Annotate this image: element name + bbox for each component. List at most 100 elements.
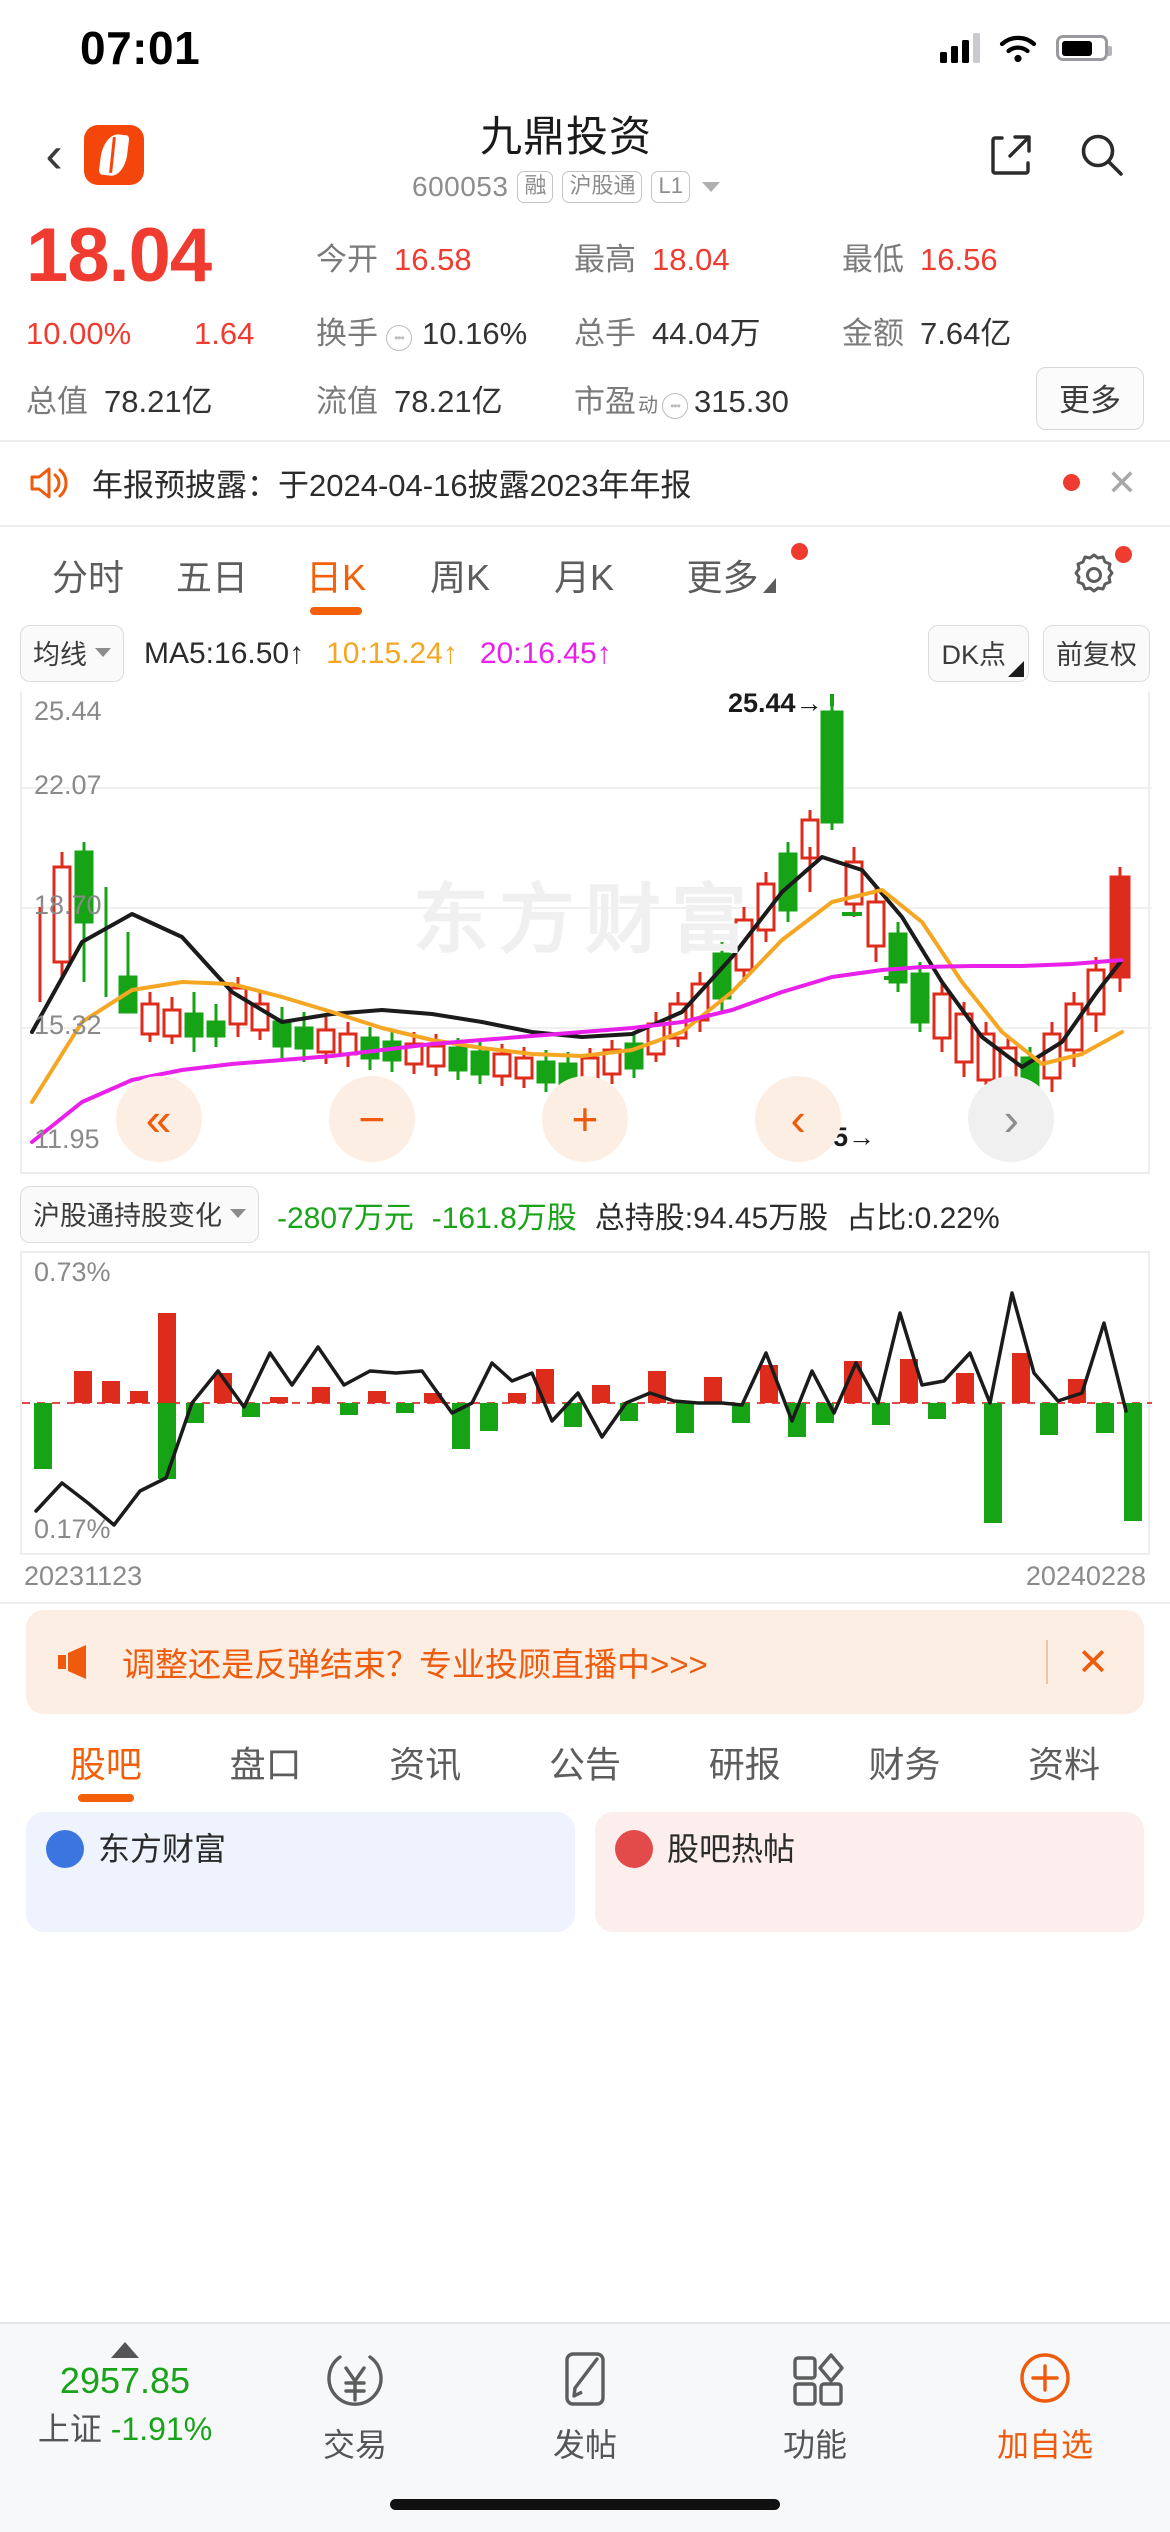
divider: [1046, 1640, 1048, 1684]
index-summary: 上证 -1.91%: [38, 2404, 212, 2450]
share-icon[interactable]: [988, 132, 1034, 178]
app-header: ‹ 九鼎投资 600053 融 沪股通 L1: [0, 96, 1170, 212]
tab-ziliao[interactable]: 资料: [1028, 1744, 1101, 1785]
tab-wuri[interactable]: 五日: [175, 557, 248, 598]
field-turnover[interactable]: 换手 10.16%: [316, 308, 574, 353]
field-pe-sup: 动: [638, 395, 658, 417]
toolbar-post[interactable]: 发帖: [470, 2342, 700, 2466]
scroll-right-button[interactable]: ›: [968, 1076, 1055, 1162]
sub-value-money: -2807万元: [277, 1201, 414, 1235]
ma-selector[interactable]: 均线: [20, 625, 124, 682]
expand-corner-icon: [762, 578, 776, 593]
field-low-value: 16.56: [920, 241, 998, 277]
field-low: 最低 16.56: [842, 234, 998, 279]
announcement-bar[interactable]: 年报预披露：于2024-04-16披露2023年年报 ✕: [0, 442, 1170, 525]
back-button[interactable]: ‹: [45, 126, 63, 184]
ma-indicator-bar: 均线 MA5:16.50↑ 10:15.24↑ 20:16.45↑ DK点 前复…: [0, 617, 1170, 692]
quote-row-tertiary: 总值 78.21亿 流值 78.21亿 市盈 动 315.30 更多: [26, 367, 1144, 430]
close-icon[interactable]: ✕: [1106, 461, 1138, 503]
toolbar-add-label: 加自选: [996, 2427, 1093, 2463]
promo-banner[interactable]: 调整还是反弹结束？专业投顾直播中>>> ✕: [26, 1610, 1144, 1714]
avatar: [615, 1830, 653, 1868]
quote-panel: 18.04 今开 16.58 最高 18.04 最低 16.56 10.00%: [0, 212, 1170, 440]
change-amount: 1.64: [194, 316, 255, 351]
tab-more-label: 更多: [686, 557, 759, 598]
toolbar-function-label: 功能: [782, 2427, 847, 2463]
info-icon[interactable]: [662, 393, 688, 419]
toolbar-function[interactable]: 功能: [700, 2342, 930, 2466]
tab-more[interactable]: 更多: [646, 543, 816, 611]
content-tab-bar: 股吧 盘口 资讯 公告 研报 财务 资料: [0, 1714, 1170, 1802]
field-marketcap: 总值 78.21亿: [26, 376, 316, 421]
field-low-label: 最低: [842, 241, 904, 277]
status-bar: 07:01: [0, 0, 1170, 96]
zoom-out-button[interactable]: −: [328, 1076, 415, 1162]
scroll-left-button[interactable]: ‹: [755, 1076, 842, 1162]
y-axis-label-1: 22.07: [34, 770, 102, 800]
current-price: 18.04: [26, 213, 212, 298]
header-actions: [988, 131, 1126, 179]
field-marketcap-value: 78.21亿: [104, 384, 213, 419]
date-end: 20240228: [1025, 1561, 1146, 1591]
dk-point-button[interactable]: DK点: [928, 625, 1029, 682]
promo-text: 调整还是反弹结束？专业投顾直播中>>>: [122, 1646, 708, 1683]
triangle-up-icon: [110, 2342, 139, 2358]
eastmoney-logo-icon: [84, 125, 144, 185]
toolbar-post-label: 发帖: [552, 2427, 617, 2463]
ma5-value: MA5:16.50↑: [144, 636, 305, 670]
page-title: 九鼎投资: [479, 113, 652, 160]
field-amount-value: 7.64亿: [920, 316, 1012, 351]
tab-caiwu[interactable]: 财务: [868, 1744, 941, 1785]
tab-weekly-k[interactable]: 周K: [429, 557, 490, 598]
tab-daily-k[interactable]: 日K: [274, 543, 398, 611]
search-icon[interactable]: [1078, 131, 1126, 179]
news-card[interactable]: 东方财富: [26, 1812, 575, 1932]
change-percent: 10.00%: [26, 316, 132, 351]
sub-indicator-label: 沪股通持股变化: [33, 1201, 222, 1231]
status-icons: [940, 33, 1112, 63]
toolbar-add-watchlist[interactable]: 加自选: [930, 2342, 1160, 2466]
toolbar-trade[interactable]: 交易: [240, 2342, 470, 2466]
field-turnover-value: 10.16%: [422, 316, 528, 351]
bottom-toolbar: 2957.85 上证 -1.91% 交易: [0, 2322, 1170, 2532]
news-card[interactable]: 股吧热帖: [595, 1812, 1144, 1932]
tab-zixun[interactable]: 资讯: [389, 1744, 462, 1785]
grid-function-icon: [780, 2342, 850, 2416]
tab-monthly-k[interactable]: 月K: [553, 557, 614, 598]
stock-meta: 600053 融 沪股通 L1: [144, 171, 988, 203]
index-block: 2957.85 上证 -1.91%: [38, 2342, 212, 2450]
sub-value-shares: -161.8万股: [431, 1201, 577, 1235]
chart-settings-button[interactable]: [1044, 545, 1144, 607]
tab-pankou[interactable]: 盘口: [229, 1744, 302, 1785]
tab-fenshi[interactable]: 分时: [51, 557, 124, 598]
plus-circle-icon: [1010, 2342, 1080, 2416]
scroll-far-left-button[interactable]: «: [115, 1076, 202, 1162]
info-icon[interactable]: [386, 325, 412, 351]
field-volume: 总手 44.04万: [574, 308, 842, 353]
main-kline-chart[interactable]: 东方财富: [20, 688, 1152, 1174]
close-icon[interactable]: ✕: [1077, 1641, 1109, 1684]
tab-yanbao[interactable]: 研报: [708, 1744, 781, 1785]
field-pe[interactable]: 市盈 动 315.30: [574, 376, 789, 421]
y-axis-label-3: 15.32: [34, 1010, 102, 1040]
sub-indicator-chart[interactable]: 0.73% 0.17%: [20, 1251, 1152, 1555]
tag-margin: 融: [517, 171, 554, 203]
adjust-button[interactable]: 前复权: [1043, 625, 1150, 682]
field-pe-value: 315.30: [694, 384, 789, 419]
sub-y-bottom-label: 0.17%: [34, 1514, 111, 1544]
badge-dot-icon: [791, 543, 808, 560]
more-button[interactable]: 更多: [1036, 367, 1144, 430]
badge-dot-icon: [1115, 545, 1132, 563]
field-amount-label: 金额: [842, 316, 904, 351]
field-turnover-label: 换手: [316, 316, 378, 351]
sub-canvas: [22, 1291, 1152, 1527]
tab-guba[interactable]: 股吧: [26, 1736, 186, 1802]
sub-indicator-selector[interactable]: 沪股通持股变化: [20, 1186, 259, 1243]
zoom-in-button[interactable]: +: [541, 1076, 628, 1162]
field-open-value: 16.58: [394, 241, 472, 277]
tab-gonggao[interactable]: 公告: [549, 1744, 622, 1785]
sub-ratio: 占比:0.22%: [846, 1201, 1000, 1235]
toolbar-index[interactable]: 2957.85 上证 -1.91%: [10, 2342, 240, 2450]
field-open-label: 今开: [316, 241, 378, 277]
chevron-down-icon[interactable]: [701, 182, 720, 192]
